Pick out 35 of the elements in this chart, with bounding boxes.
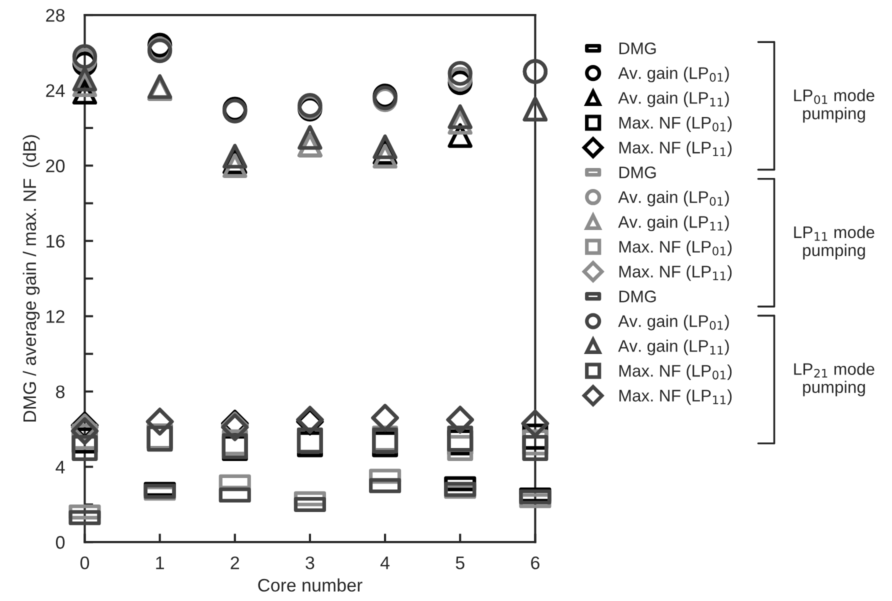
legend-label: DMG [619,290,656,302]
x-tick-label: 3 [306,556,314,570]
legend-label: Max. NF (LP$_{11}$) [619,141,732,157]
text: LP$_{11}$ mode pumping [794,226,874,260]
y-tick-label: 20 [46,160,65,172]
legend-label: Max. NF (LP$_{11}$) [619,265,732,281]
y-tick-label: 16 [46,234,65,248]
y-tick-label: 4 [56,460,65,474]
legend-label: Av. gain (LP$_{11}$) [618,340,729,356]
x-tick-label: 1 [156,556,164,570]
legend-label: Av. gain (LP$_{01}$) [618,66,729,82]
legend-label: Av. gain (LP$_{01}$) [618,314,729,330]
legend-label: Av. gain (LP$_{01}$) [618,190,729,206]
legend-label: Max. NF (LP$_{01}$) [619,116,732,132]
x-tick-label: 6 [531,556,540,570]
legend-label: DMG [619,166,656,178]
legend-label: Max. NF (LP$_{01}$) [619,240,732,256]
y-tick-label: 12 [46,310,64,323]
x-tick-label: 0 [80,556,90,570]
text: LP$_{01}$ mode pumping [794,89,874,123]
y-tick-label: 8 [56,385,65,398]
legend-label: Max. NF (LP$_{11}$) [619,389,732,405]
legend-label: Av. gain (LP$_{11}$) [618,216,729,232]
x-axis-title: Core number [258,578,362,592]
y-axis-title: DMG / average gain / max. NF (dB) [22,135,40,422]
x-tick-label: 2 [230,556,240,570]
legend-label: DMG [619,42,656,54]
y-tick-label: 0 [56,536,65,549]
x-tick-label: 5 [456,556,464,570]
legend-label: Max. NF (LP$_{01}$) [619,364,732,380]
x-tick-label: 4 [380,556,390,570]
y-tick-label: 28 [46,8,65,22]
legend-label: Av. gain (LP$_{11}$) [618,92,729,108]
text: LP$_{21}$ mode pumping [794,362,874,396]
y-tick-label: 24 [46,84,65,97]
